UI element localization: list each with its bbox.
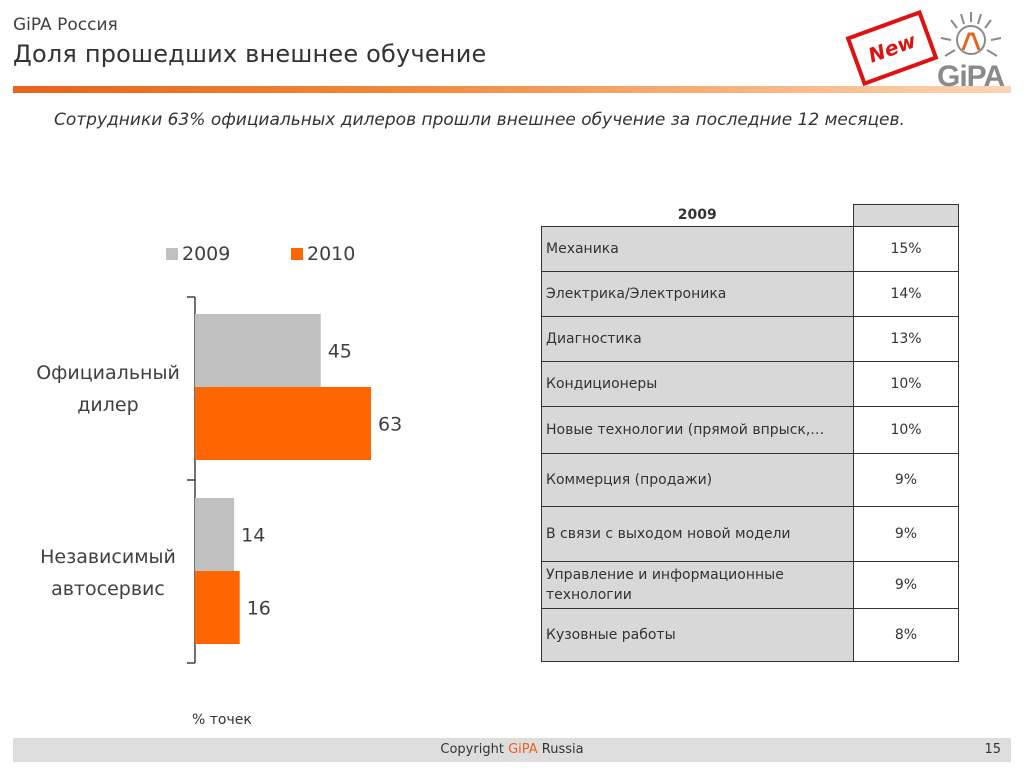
table-cell-value: 8%: [853, 608, 959, 662]
bar-value-label: 45: [328, 341, 352, 363]
bar-2010: [195, 387, 371, 460]
chart-legend: 2009 2010: [166, 243, 355, 265]
table-cell-label: Управление и информационные технологии: [541, 561, 854, 609]
table-cell-label: В связи с выходом новой модели: [541, 506, 854, 562]
page-title: Доля прошедших внешнее обучение: [13, 40, 487, 68]
brand-label: GiPA Россия: [13, 15, 118, 35]
table-row: Кузовные работы 8%: [541, 608, 959, 662]
table-cell-value: 10%: [853, 406, 959, 454]
table-row: Новые технологии (прямой впрыск,… 10%: [541, 406, 959, 454]
chart-bars: [195, 314, 371, 644]
table-row: Диагностика 13%: [541, 316, 959, 362]
training-table: 2009 Механика 15% Электрика/Электроника 14%…: [541, 204, 959, 662]
copyright-suffix: Russia: [541, 742, 584, 757]
category-label-line: дилер: [77, 394, 138, 416]
copyright-prefix: Copyright: [440, 742, 504, 757]
category-label: Независимый автосервис: [40, 546, 176, 600]
table-header-row: 2009: [541, 204, 959, 227]
table-cell-label: Электрика/Электроника: [541, 271, 854, 317]
legend-swatch-2010: [291, 248, 303, 260]
bar-2009: [195, 314, 321, 387]
table-cell-label: Кузовные работы: [541, 608, 854, 662]
legend-label-2009: 2009: [182, 243, 230, 265]
page-number: 15: [984, 742, 1001, 757]
table-row: Кондиционеры 10%: [541, 361, 959, 407]
slide-subtitle: Сотрудники 63% официальных дилеров прошл…: [54, 110, 905, 130]
bar-value-label: 16: [247, 598, 271, 620]
table-cell-value: 14%: [853, 271, 959, 317]
table-cell-value: 10%: [853, 361, 959, 407]
legend-swatch-2009: [166, 248, 178, 260]
bar-chart: 2009 2010 Официальный дилер Независимый авто…: [36, 243, 402, 664]
footer-bar: Copyright GiPA Russia 15: [13, 738, 1011, 762]
table-cell-value: 9%: [853, 561, 959, 609]
new-badge: New: [845, 9, 939, 87]
table-header-blank: [853, 204, 959, 227]
table-cell-label: Механика: [541, 226, 854, 272]
bar-2009: [195, 498, 235, 571]
chart-labels: Официальный дилер Независимый автосервис 45 1…: [36, 341, 402, 620]
table-row: В связи с выходом новой модели 9%: [541, 506, 959, 562]
table-row: Механика 15%: [541, 226, 959, 272]
table-cell-label: Диагностика: [541, 316, 854, 362]
table-cell-label: Новые технологии (прямой впрыск,…: [541, 406, 854, 454]
table-header-year: 2009: [541, 204, 854, 227]
bar-value-label: 14: [241, 525, 265, 547]
table-cell-label: Кондиционеры: [541, 361, 854, 407]
gipa-logo-icon: [940, 12, 1002, 57]
copyright: Copyright GiPA Russia: [13, 742, 1011, 757]
category-label-line: автосервис: [51, 578, 165, 600]
table-row: Коммерция (продажи) 9%: [541, 453, 959, 507]
bar-value-label: 63: [378, 414, 402, 436]
table-cell-label: Коммерция (продажи): [541, 453, 854, 507]
table-cell-value: 15%: [853, 226, 959, 272]
title-rule: [13, 86, 1011, 93]
category-label: Официальный дилер: [36, 362, 180, 416]
copyright-brand: GiPA: [508, 742, 538, 757]
table-row: Электрика/Электроника 14%: [541, 271, 959, 317]
table-cell-value: 13%: [853, 316, 959, 362]
category-axis: [187, 296, 196, 664]
table-row: Управление и информационные технологии 9%: [541, 561, 959, 609]
gipa-logo-text: GiPA: [937, 60, 1005, 93]
bar-2010: [195, 571, 240, 644]
legend-label-2010: 2010: [307, 243, 355, 265]
table-cell-value: 9%: [853, 506, 959, 562]
category-label-line: Независимый: [40, 546, 176, 568]
unit-note: % точек: [192, 712, 252, 728]
table-cell-value: 9%: [853, 453, 959, 507]
category-label-line: Официальный: [36, 362, 180, 384]
